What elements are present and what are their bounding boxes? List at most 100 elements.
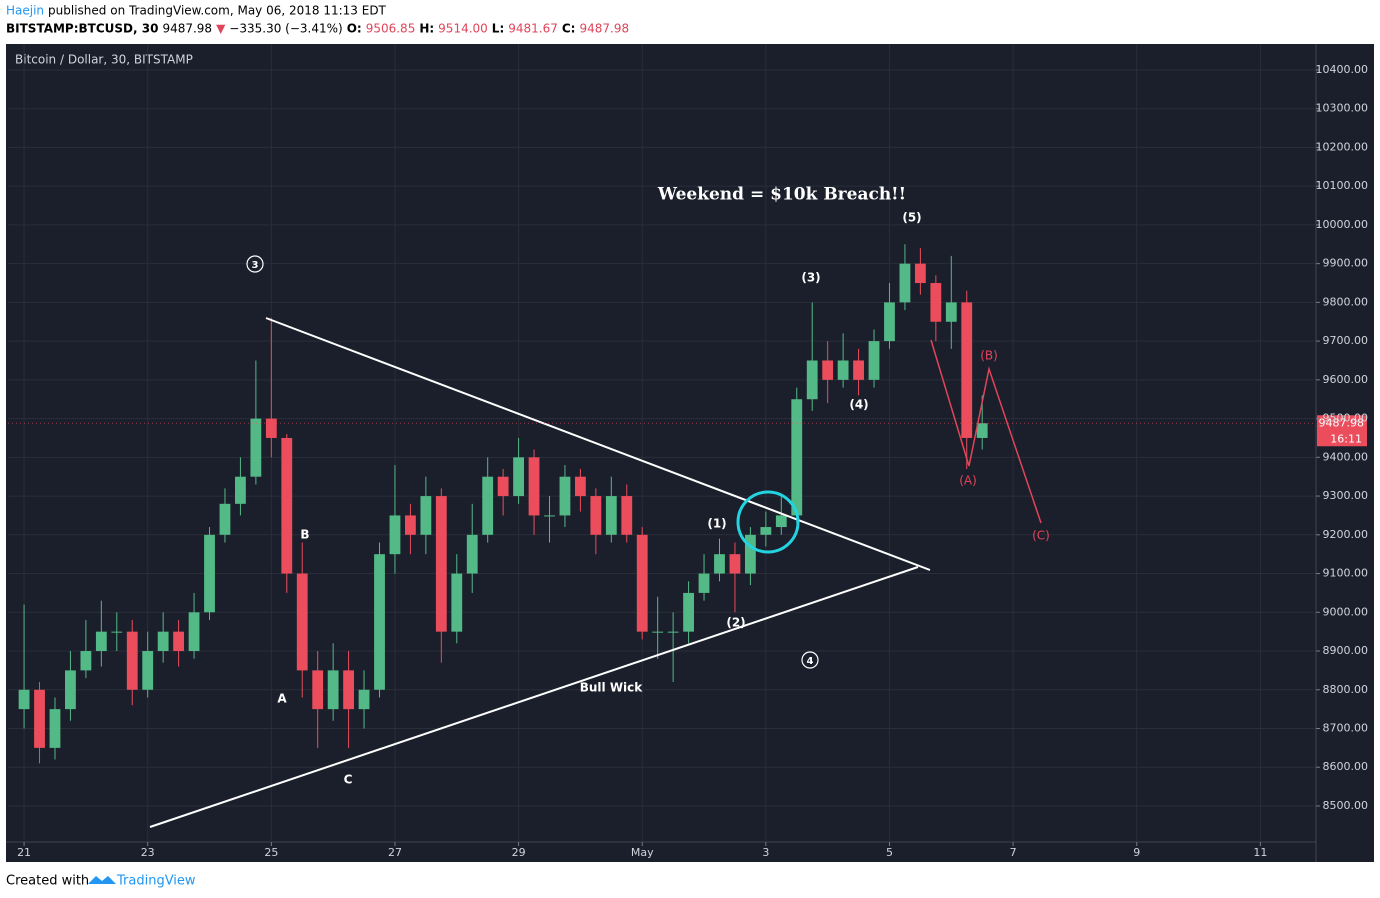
candle [312,651,324,748]
candle-body [837,360,849,380]
candle [157,612,169,663]
candle-body [188,612,200,652]
x-tick-label: 21 [17,846,31,859]
y-tick-label: 9100.00 [1323,567,1369,580]
x-tick-label: 7 [1010,846,1017,859]
wave-label: (2) [726,616,745,630]
candle-body [497,476,509,497]
h: 9514.00 [438,22,488,36]
symbol: BITSTAMP:BTCUSD, 30 [6,22,158,36]
candle-body [899,263,911,303]
price-tag-bg [1317,415,1367,447]
circle-4 [801,651,819,669]
candle [235,457,246,516]
grid [8,44,1316,842]
wave-label: (A) [959,474,977,488]
wave-label: 4 [807,656,814,667]
candle [683,581,694,644]
candle-body [914,263,926,284]
candle-body [544,515,555,517]
o-label: O: [347,22,362,36]
x-tick-label: 27 [388,846,402,859]
candle [636,527,648,640]
candle [590,488,602,555]
candle-body [621,496,633,535]
y-tick-label: 9800.00 [1323,295,1369,308]
candle-body [111,631,123,633]
created-with: Created with [6,874,89,889]
candle [250,360,262,485]
candle-body [296,573,308,671]
x-tick-label: 25 [264,846,278,859]
candle [126,620,138,706]
candle-body [204,534,215,613]
candle-body [945,302,957,322]
candle-body [853,360,864,380]
price-tag: 9487.98 [1319,416,1365,429]
candle [497,468,509,516]
candle [652,596,664,659]
candle [528,449,540,535]
candle [204,527,215,621]
candle [281,434,293,593]
wave-label: C [344,773,353,787]
wave-label: A [277,692,287,706]
candle-body [389,515,401,555]
candle [961,290,973,469]
candle [791,387,803,524]
candle-body [822,360,834,380]
last: 9487.98 [162,22,212,36]
candle-body [884,302,895,342]
candle [899,244,911,311]
candle [49,697,61,760]
x-tick-label: 23 [141,846,155,859]
candle [513,437,524,504]
candle [667,612,679,683]
candle [65,651,76,721]
candle [111,612,123,652]
candle [34,682,45,764]
upper-trendline [265,317,931,571]
candle [327,643,339,721]
candle-body [574,476,586,497]
candle [18,604,30,729]
y-tick-label: 9600.00 [1323,373,1369,386]
brand[interactable]: TradingView [116,874,196,889]
wave-label: (3) [801,271,820,285]
abc-path [930,339,1042,524]
candle [374,542,385,698]
candle [482,457,494,543]
author[interactable]: Haejin [6,4,44,18]
candle-body [559,476,571,516]
candle [405,503,416,555]
candle [219,488,231,543]
candle [884,283,895,349]
x-tick-label: 11 [1253,846,1267,859]
candle-body [729,554,741,574]
candle [466,503,478,593]
x-tick-label: 9 [1133,846,1140,859]
candle [95,600,107,667]
candle [435,488,447,663]
candle [188,592,200,659]
published: published on TradingView.com, May 06, 20… [48,4,387,18]
candle-body [760,527,772,535]
wave-label: (4) [849,398,868,412]
candle-body [281,437,293,574]
candle [837,333,849,388]
wave-label: (B) [980,349,998,363]
candle-body [482,476,494,535]
candle-body [976,423,988,438]
candle [544,496,555,543]
candle [265,317,277,458]
candle-body [250,418,262,477]
candle [945,255,957,349]
h-label: H: [419,22,434,36]
candle [605,476,617,543]
candle [296,542,308,698]
annotations: Weekend = $10k Breach!! 3 4 B A C Bull W… [252,185,1050,787]
candle-body [265,418,277,438]
chart-bg [6,44,1374,862]
circle-3 [246,255,264,273]
